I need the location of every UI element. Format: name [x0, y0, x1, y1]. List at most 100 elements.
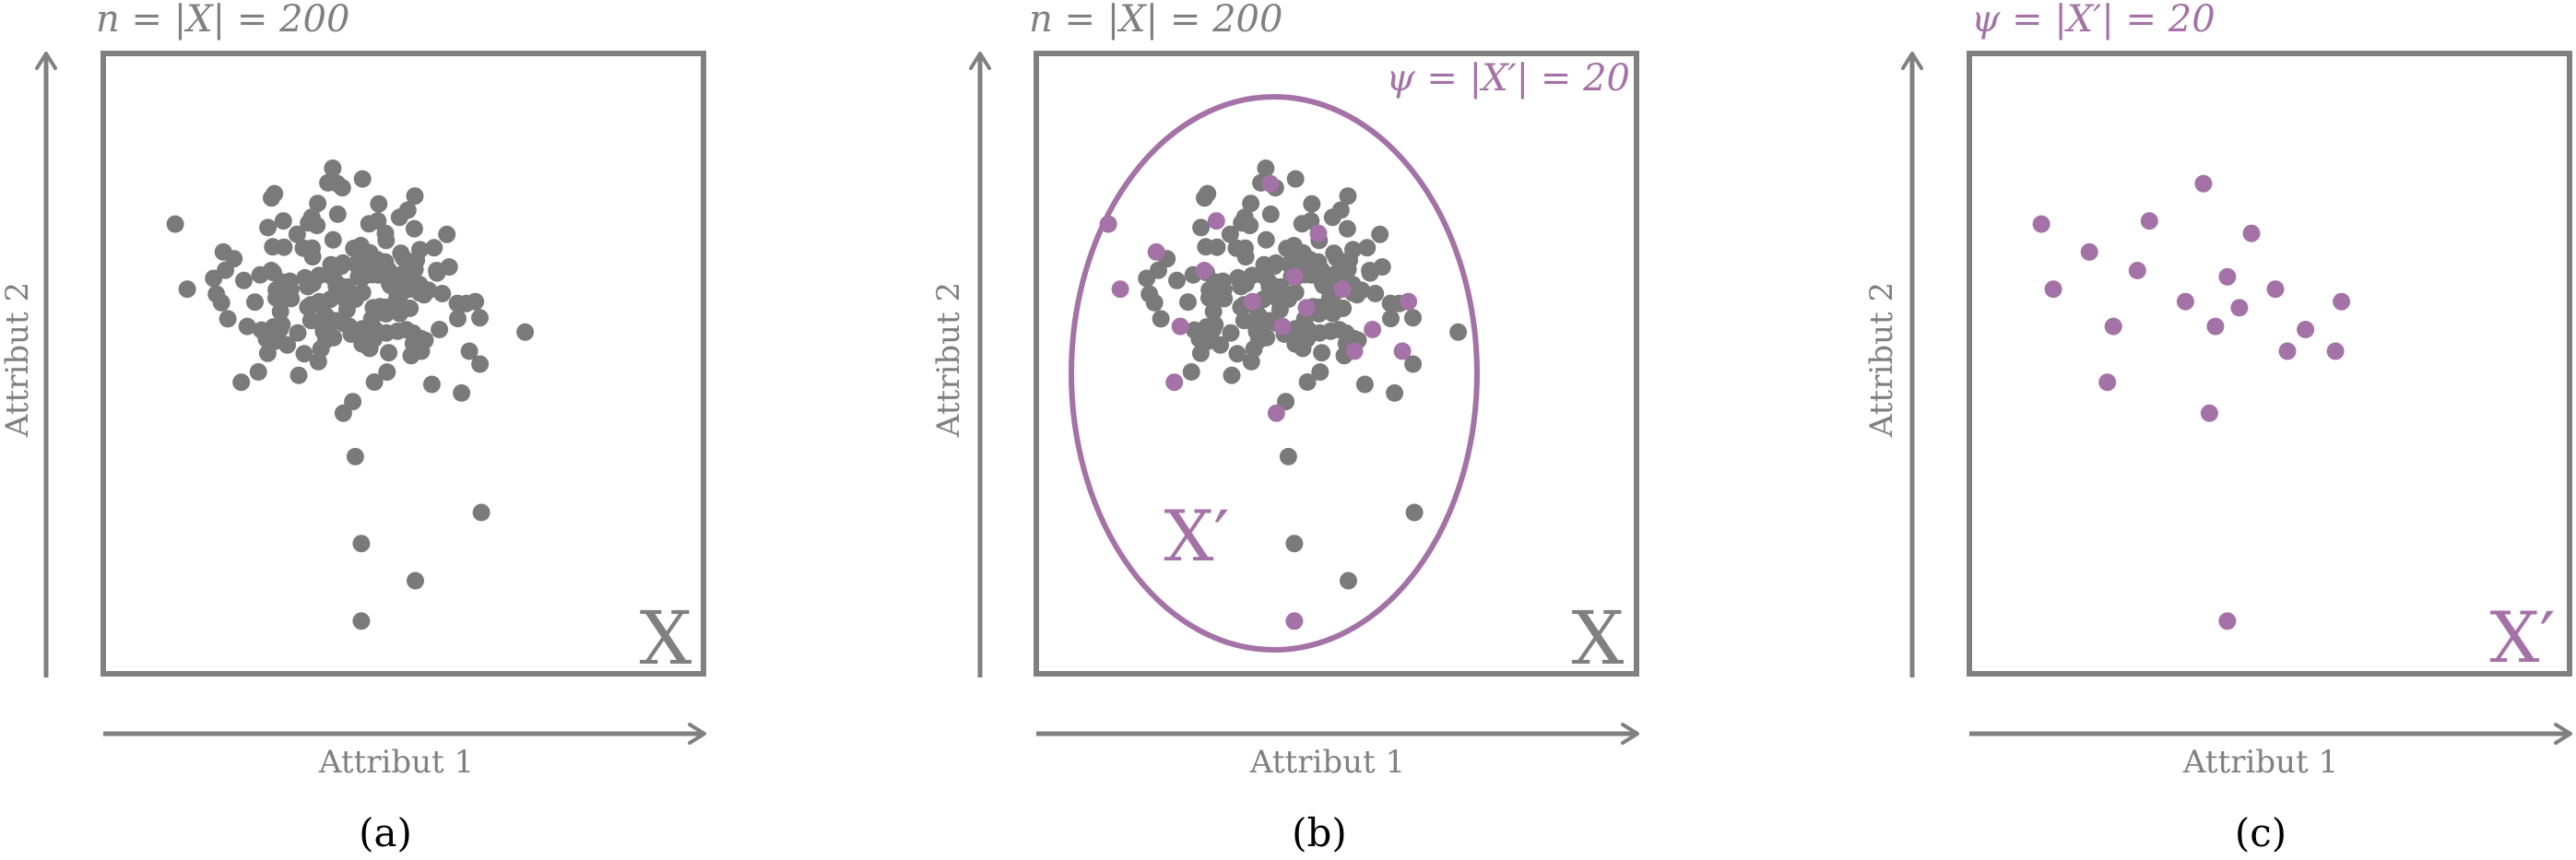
panel-b-caption: (b) [1292, 810, 1347, 855]
data-point [238, 317, 256, 336]
data-point [376, 253, 395, 271]
data-point [1303, 194, 1321, 213]
data-point [360, 243, 379, 262]
data-point [1405, 503, 1424, 522]
panel-a-frame [100, 51, 706, 677]
sample-point [1243, 292, 1261, 311]
data-point [405, 219, 423, 238]
data-point [1371, 225, 1389, 243]
panel-c-set-label: X′ [2489, 596, 2555, 678]
sample-point [1345, 342, 1364, 360]
data-point [1386, 383, 1404, 402]
panel-b-set-label: X [1572, 595, 1625, 681]
panel-b-ellipse-label: X′ [1164, 495, 1229, 577]
data-point [400, 280, 419, 299]
data-point [324, 230, 342, 249]
sample-point [1195, 262, 1213, 279]
data-point [320, 266, 338, 284]
data-point [303, 275, 322, 293]
data-point [392, 244, 410, 263]
data-point [249, 363, 267, 381]
sample-point [1111, 280, 1129, 299]
data-point [471, 309, 489, 327]
data-point [1338, 219, 1356, 238]
data-point [364, 299, 383, 317]
sample-point [2194, 174, 2213, 193]
data-point [309, 194, 327, 213]
data-point [431, 321, 449, 338]
data-point [308, 217, 326, 235]
data-point [353, 170, 372, 188]
data-point [407, 571, 424, 590]
data-point [412, 342, 431, 360]
sample-point [2044, 280, 2062, 299]
data-point [1257, 230, 1275, 249]
sample-point [2297, 321, 2315, 338]
panel-a: n = |X| = 200 Attribut 2 X Attribut 1 (a… [0, 0, 706, 855]
data-point [1223, 366, 1241, 384]
data-point [1152, 310, 1170, 328]
data-point [235, 271, 253, 289]
sample-point [2266, 280, 2285, 299]
data-point [314, 318, 333, 336]
panel-c-top-label: ψ = |X′| = 20 [1971, 0, 2216, 41]
data-point [178, 280, 196, 299]
data-point [1236, 275, 1255, 293]
data-point [471, 355, 490, 373]
data-point [377, 298, 395, 316]
data-point [1212, 282, 1231, 300]
data-point [1358, 239, 1377, 257]
panel-b-frame [1034, 51, 1639, 677]
data-point [1242, 352, 1260, 371]
sample-point [2128, 262, 2146, 279]
panel-a-y-axis-label: Attribut 2 [0, 282, 36, 438]
data-point [290, 366, 308, 384]
sample-point [1297, 299, 1316, 317]
panel-c-frame [1967, 51, 2572, 677]
data-point [1330, 321, 1349, 339]
data-point [365, 373, 384, 391]
sample-point [1171, 317, 1189, 336]
data-point [1182, 363, 1200, 381]
sample-point [2206, 317, 2225, 336]
data-point [340, 317, 359, 336]
data-point [310, 292, 328, 311]
data-point [328, 174, 347, 193]
data-point [328, 205, 347, 223]
data-point [1355, 375, 1374, 394]
data-point [352, 612, 371, 630]
data-point [246, 293, 264, 312]
panel-c-caption: (c) [2235, 810, 2286, 855]
panel-a-points [166, 159, 535, 630]
data-point [1310, 298, 1328, 316]
panel-a-x-axis-label: Attribut 1 [318, 744, 474, 781]
data-point [219, 310, 237, 328]
data-point [453, 383, 471, 402]
panel-b-top-label: n = |X| = 200 [1029, 0, 1282, 41]
data-point [1222, 324, 1240, 342]
data-point [1334, 300, 1353, 317]
data-point [1404, 355, 1423, 373]
data-point [1340, 571, 1357, 590]
data-point [1247, 318, 1266, 336]
data-point [214, 242, 232, 261]
data-point [346, 447, 364, 465]
data-point [337, 300, 356, 319]
data-point [1344, 241, 1362, 259]
data-point [262, 262, 280, 279]
sample-point [2333, 292, 2351, 311]
panel-a-set-label: X [640, 595, 692, 681]
data-point [1140, 285, 1159, 303]
sample-point [2032, 215, 2050, 233]
data-point [440, 258, 458, 277]
data-point [1270, 300, 1289, 319]
data-point [1192, 218, 1211, 237]
data-point [1298, 373, 1317, 391]
data-point [344, 393, 362, 411]
data-point [1242, 194, 1260, 213]
data-point [232, 373, 251, 392]
data-point [271, 302, 290, 321]
data-point [1294, 243, 1312, 262]
data-point [397, 321, 416, 339]
